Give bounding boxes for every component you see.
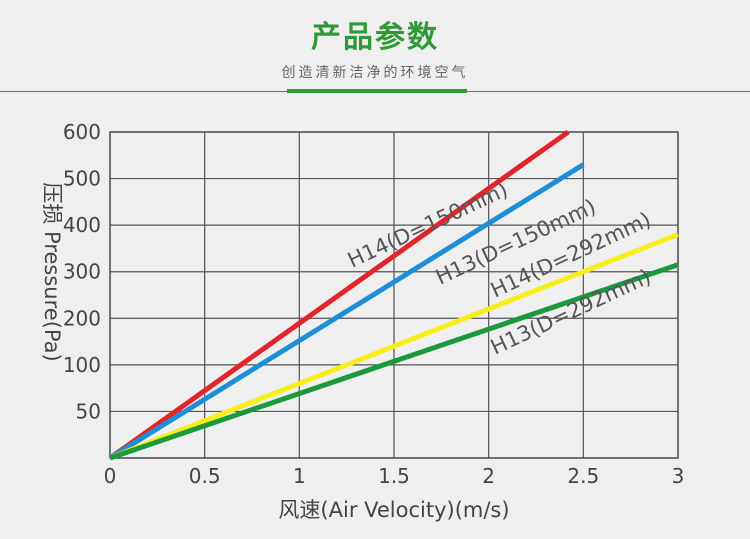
y-tick-label: 400 bbox=[63, 213, 101, 237]
page-title: 产品参数 bbox=[311, 20, 439, 55]
y-tick-label: 200 bbox=[63, 306, 101, 330]
chart-series bbox=[108, 129, 679, 461]
x-tick-label: 3 bbox=[672, 464, 685, 488]
y-tick-labels: 50 100 200 300 400 500 600 bbox=[63, 120, 101, 423]
x-tick-label: 2.5 bbox=[567, 464, 599, 488]
y-tick-label: 500 bbox=[63, 167, 101, 191]
x-tick-label: 1 bbox=[293, 464, 306, 488]
series-labels: H14(D=150mm)H13(D=150mm)H14(D=292mm)H13(… bbox=[344, 177, 655, 359]
series-line-3 bbox=[109, 232, 679, 461]
y-tick-label: 100 bbox=[63, 353, 101, 377]
x-tick-labels: 0 0.5 1 1.5 2 2.5 3 bbox=[104, 464, 685, 488]
x-tick-label: 0 bbox=[104, 464, 117, 488]
x-tick-label: 0.5 bbox=[189, 464, 221, 488]
y-tick-label: 600 bbox=[63, 120, 101, 144]
x-tick-label: 2 bbox=[482, 464, 495, 488]
page-subtitle: 创造清新洁净的环境空气 bbox=[281, 65, 469, 81]
series-line-2 bbox=[108, 162, 585, 461]
y-tick-label: 300 bbox=[63, 260, 101, 284]
y-tick-label: 50 bbox=[76, 399, 101, 423]
series-line-4 bbox=[109, 262, 679, 461]
x-tick-label: 1.5 bbox=[378, 464, 410, 488]
x-axis-label: 风速(Air Velocity)(m/s) bbox=[278, 498, 509, 522]
chart-grid bbox=[109, 131, 679, 459]
y-axis-label: 压损 Pressure(Pa) bbox=[40, 182, 64, 361]
header-divider-accent bbox=[287, 89, 467, 93]
series-line-1 bbox=[108, 129, 570, 461]
